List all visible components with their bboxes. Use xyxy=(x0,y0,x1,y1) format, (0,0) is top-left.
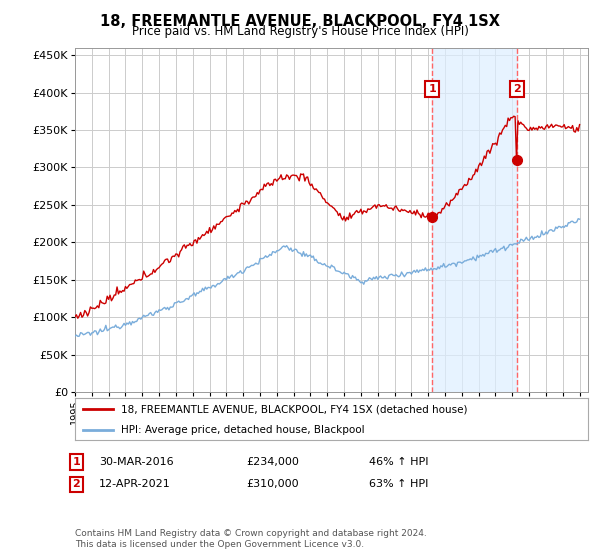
Text: 2: 2 xyxy=(73,479,80,489)
Text: 12-APR-2021: 12-APR-2021 xyxy=(99,479,171,489)
Text: Contains HM Land Registry data © Crown copyright and database right 2024.
This d: Contains HM Land Registry data © Crown c… xyxy=(75,529,427,549)
Text: 30-MAR-2016: 30-MAR-2016 xyxy=(99,457,173,467)
Text: £310,000: £310,000 xyxy=(246,479,299,489)
Bar xyxy=(433,48,517,392)
Text: HPI: Average price, detached house, Blackpool: HPI: Average price, detached house, Blac… xyxy=(121,426,365,435)
Text: 1: 1 xyxy=(73,457,80,467)
Text: £234,000: £234,000 xyxy=(246,457,299,467)
Text: Price paid vs. HM Land Registry's House Price Index (HPI): Price paid vs. HM Land Registry's House … xyxy=(131,25,469,38)
Text: 18, FREEMANTLE AVENUE, BLACKPOOL, FY4 1SX: 18, FREEMANTLE AVENUE, BLACKPOOL, FY4 1S… xyxy=(100,14,500,29)
Text: 63% ↑ HPI: 63% ↑ HPI xyxy=(369,479,428,489)
Text: 1: 1 xyxy=(428,84,436,94)
Text: 46% ↑ HPI: 46% ↑ HPI xyxy=(369,457,428,467)
Text: 2: 2 xyxy=(513,84,521,94)
Text: 18, FREEMANTLE AVENUE, BLACKPOOL, FY4 1SX (detached house): 18, FREEMANTLE AVENUE, BLACKPOOL, FY4 1S… xyxy=(121,404,467,414)
